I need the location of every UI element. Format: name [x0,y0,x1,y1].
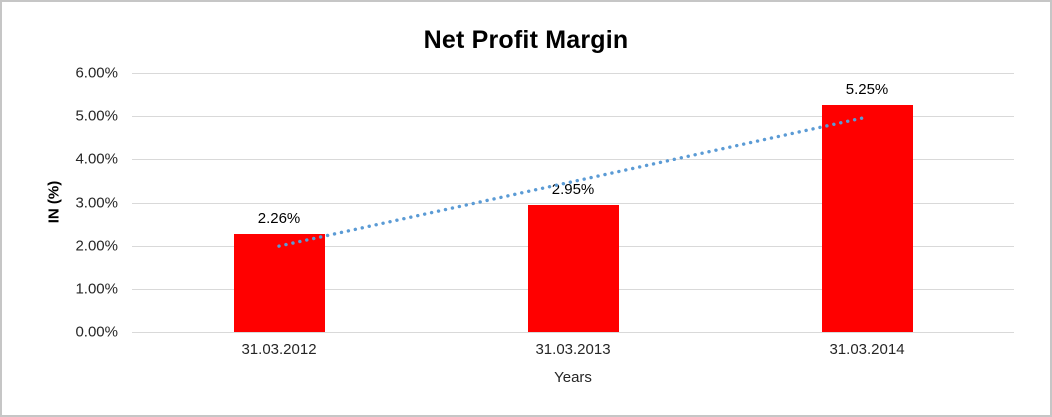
bar-31.03.2014 [821,105,913,332]
bar-value-label: 2.26% [257,210,301,228]
gridline [132,202,1014,204]
y-tick-label: 0.00% [75,323,118,341]
gridline [132,159,1014,161]
trendline [277,115,869,248]
x-tick-label: 31.03.2014 [829,341,905,358]
x-tick-label: 31.03.2013 [535,341,611,358]
bar-31.03.2012 [233,234,325,332]
gridline [132,332,1014,333]
y-tick-label: 1.00% [75,280,118,298]
gridline [132,73,1014,74]
x-axis-title: Years [554,369,592,386]
bar-31.03.2013 [527,204,619,332]
y-tick-label: 5.00% [75,107,118,125]
x-tick-label: 31.03.2012 [241,341,317,358]
y-tick-label: 6.00% [75,64,118,82]
y-tick-label: 2.00% [75,237,118,255]
bar-value-label: 5.25% [845,81,889,99]
gridline [132,116,1014,118]
y-tick-label: 4.00% [75,150,118,168]
chart-title: Net Profit Margin [423,26,629,54]
y-axis-tick-labels: 0.00% 1.00% 2.00% 3.00% 4.00% 5.00% 6.00% [2,65,118,341]
y-tick-label: 3.00% [75,194,118,211]
plot-area: 2.26% 2.95% 5.25% [132,73,1014,333]
